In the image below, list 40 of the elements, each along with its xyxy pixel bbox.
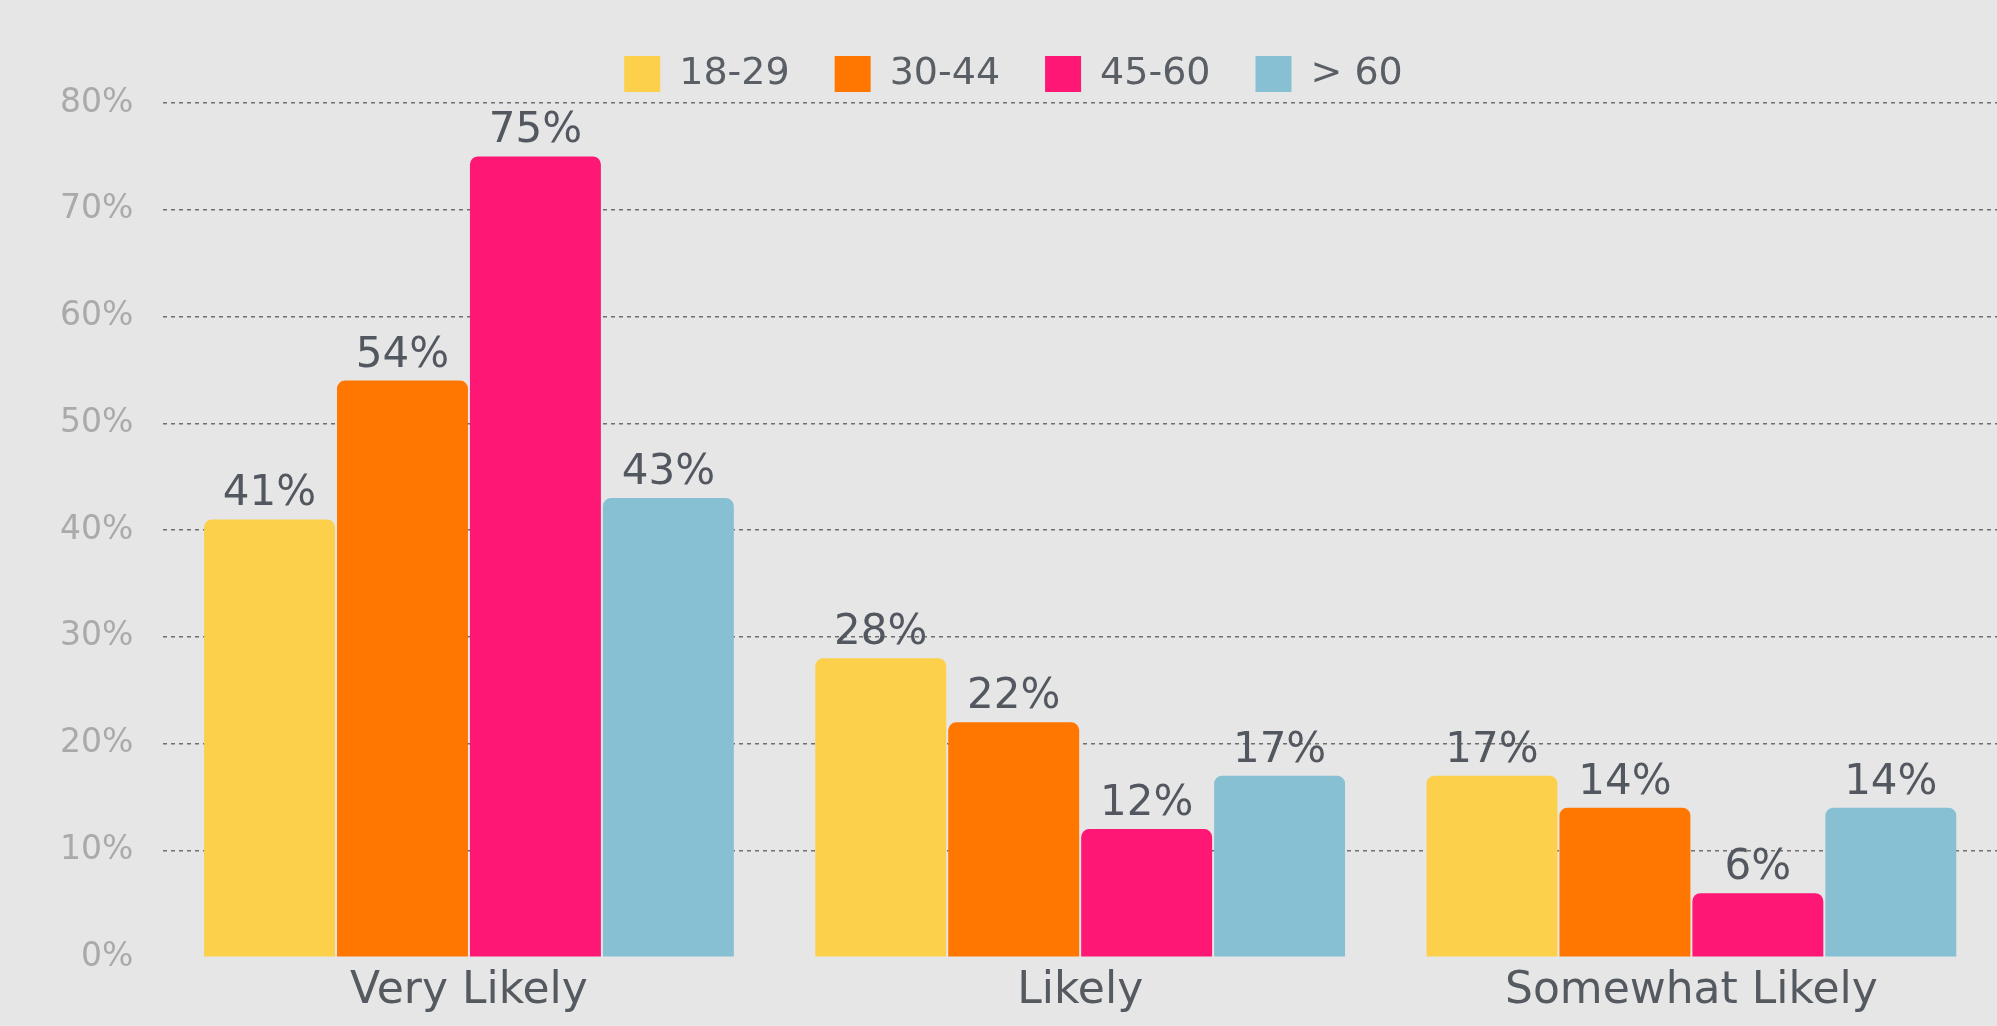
data-label: 14% <box>1578 754 1672 804</box>
bar <box>1559 807 1691 957</box>
x-tick-label: Somewhat Likely <box>1504 962 1878 1014</box>
bar <box>602 498 734 957</box>
bar <box>1426 775 1558 957</box>
data-label: 54% <box>355 327 450 377</box>
bar <box>815 658 947 957</box>
legend-label: 45-60 <box>1100 48 1211 93</box>
y-tick-label: 20% <box>59 721 134 761</box>
bar <box>1692 893 1824 957</box>
data-label: 6% <box>1724 840 1792 890</box>
data-label: 17% <box>1445 722 1539 772</box>
y-tick-label: 0% <box>80 934 134 974</box>
x-tick-label: Very Likely <box>350 962 588 1014</box>
data-label: 41% <box>222 466 317 516</box>
bar <box>1214 775 1346 957</box>
legend-label: > 60 <box>1310 48 1403 93</box>
data-label: 14% <box>1844 754 1938 804</box>
y-tick-label: 40% <box>59 507 134 547</box>
data-label: 12% <box>1099 775 1194 825</box>
bar <box>469 156 601 957</box>
bar <box>1825 807 1957 957</box>
data-label: 17% <box>1232 722 1327 772</box>
y-tick-label: 60% <box>59 294 134 334</box>
data-label: 22% <box>967 669 1061 719</box>
y-tick-label: 80% <box>59 80 134 120</box>
bar <box>948 722 1080 957</box>
legend-label: 18-29 <box>679 48 790 93</box>
y-tick-label: 70% <box>59 187 134 227</box>
bar <box>337 380 468 957</box>
bar <box>1081 829 1213 957</box>
bar <box>204 519 336 957</box>
data-label: 43% <box>621 444 716 494</box>
x-tick-label: Likely <box>1017 962 1144 1014</box>
data-label: 28% <box>834 605 928 655</box>
data-label: 75% <box>488 103 583 153</box>
y-tick-label: 10% <box>59 828 134 867</box>
y-tick-label: 30% <box>59 614 134 654</box>
y-tick-label: 50% <box>59 400 134 440</box>
legend-label: 30-44 <box>889 48 1001 93</box>
